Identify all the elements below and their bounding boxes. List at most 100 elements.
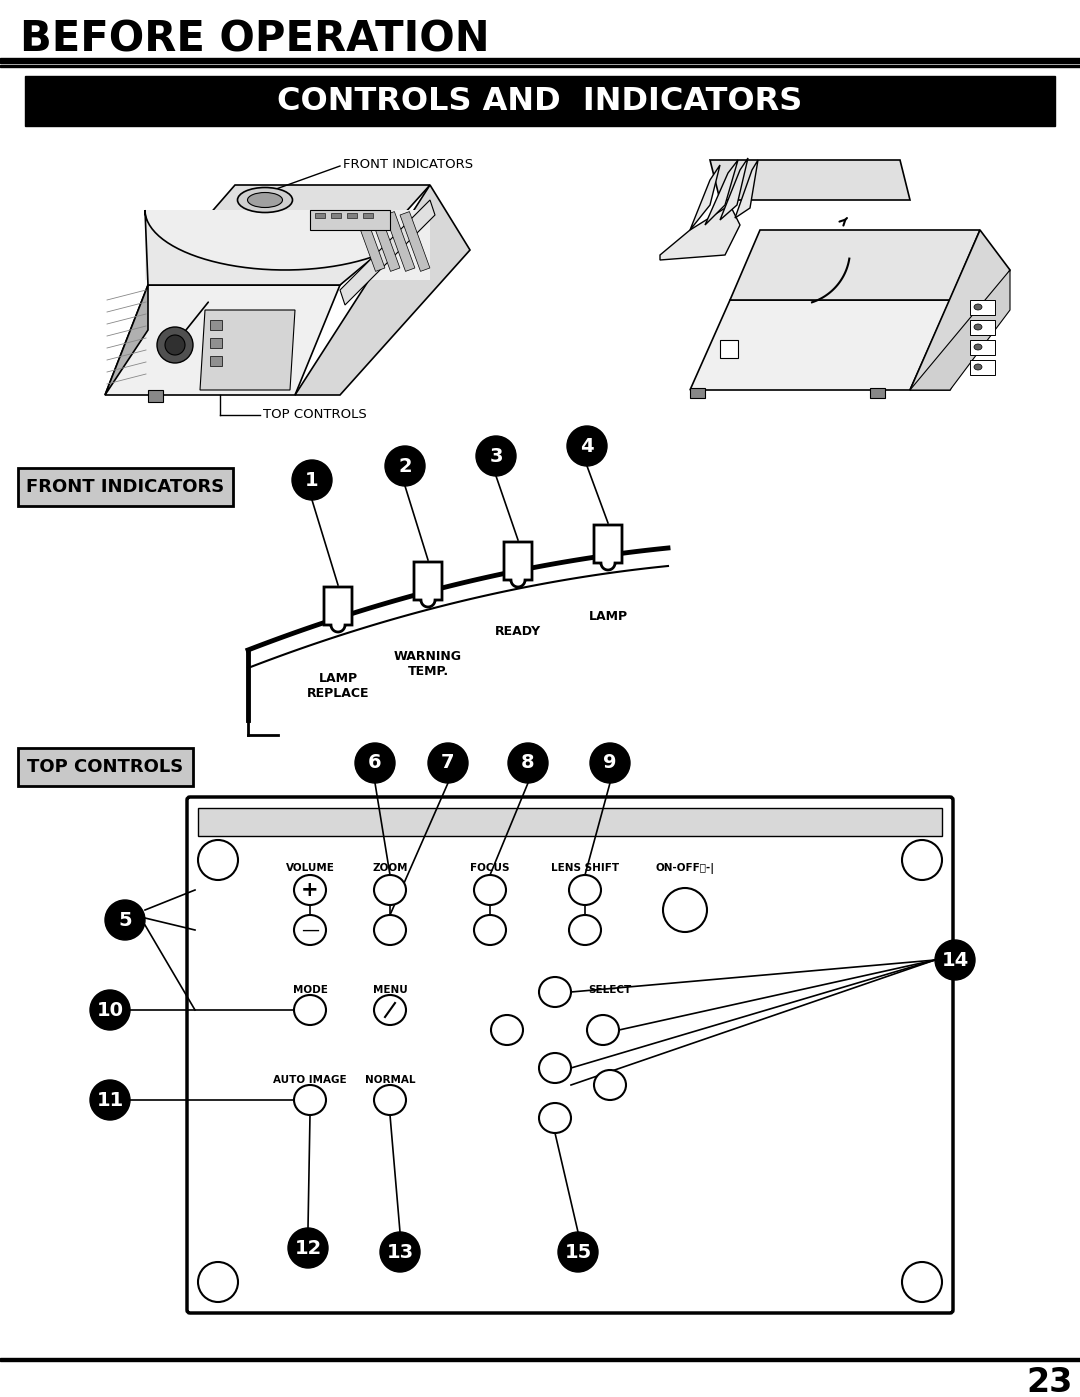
Ellipse shape	[294, 875, 326, 905]
Polygon shape	[414, 562, 442, 606]
Text: ZOOM: ZOOM	[373, 863, 408, 873]
Polygon shape	[910, 231, 1010, 390]
Bar	[210, 356, 222, 366]
Circle shape	[508, 743, 548, 782]
Bar	[347, 212, 357, 218]
Text: 9: 9	[604, 753, 617, 773]
Bar	[25, 75, 1055, 126]
Circle shape	[558, 1232, 598, 1273]
Circle shape	[105, 900, 145, 940]
Text: LAMP
REPLACE: LAMP REPLACE	[307, 672, 369, 700]
Bar	[18, 747, 193, 787]
Ellipse shape	[569, 915, 600, 944]
Bar	[355, 211, 384, 271]
Bar	[400, 211, 430, 271]
Text: 3: 3	[489, 447, 503, 465]
Polygon shape	[660, 205, 740, 260]
Polygon shape	[720, 158, 748, 219]
Ellipse shape	[539, 1053, 571, 1083]
Ellipse shape	[374, 1085, 406, 1115]
Text: AUTO IMAGE: AUTO IMAGE	[273, 1076, 347, 1085]
Ellipse shape	[294, 995, 326, 1025]
Circle shape	[935, 940, 975, 981]
Bar	[210, 338, 222, 348]
Polygon shape	[504, 542, 532, 587]
Polygon shape	[710, 161, 910, 200]
Bar	[148, 390, 163, 402]
Text: 13: 13	[387, 1242, 414, 1261]
Text: ON-OFFⓘ-|: ON-OFFⓘ-|	[656, 862, 715, 873]
Bar	[0, 59, 1080, 63]
Text: FRONT INDICATORS: FRONT INDICATORS	[343, 158, 473, 170]
Circle shape	[476, 436, 516, 476]
Text: VOLUME: VOLUME	[285, 863, 335, 873]
Ellipse shape	[588, 1016, 619, 1045]
Ellipse shape	[539, 1104, 571, 1133]
Circle shape	[663, 888, 707, 932]
Circle shape	[198, 1261, 238, 1302]
Text: TOP CONTROLS: TOP CONTROLS	[264, 408, 367, 422]
Polygon shape	[295, 184, 470, 395]
Text: 12: 12	[295, 1239, 322, 1257]
Polygon shape	[594, 525, 622, 570]
Ellipse shape	[974, 324, 982, 330]
Bar	[310, 210, 390, 231]
Polygon shape	[324, 587, 352, 631]
Circle shape	[292, 460, 332, 500]
Text: MODE: MODE	[293, 985, 327, 995]
Text: LAMP: LAMP	[589, 610, 627, 623]
Bar	[370, 211, 400, 271]
Ellipse shape	[974, 344, 982, 351]
Text: 23: 23	[1027, 1365, 1074, 1397]
Bar	[970, 360, 995, 374]
Text: 6: 6	[368, 753, 382, 773]
Ellipse shape	[294, 915, 326, 944]
Bar	[690, 388, 705, 398]
Text: 11: 11	[96, 1091, 123, 1109]
Polygon shape	[145, 210, 430, 279]
Polygon shape	[910, 270, 1010, 390]
Text: READY: READY	[495, 624, 541, 638]
Polygon shape	[690, 300, 950, 390]
Text: 1: 1	[306, 471, 319, 489]
Bar	[0, 1358, 1080, 1361]
Text: 7: 7	[442, 753, 455, 773]
Ellipse shape	[974, 305, 982, 310]
Circle shape	[902, 1261, 942, 1302]
Text: NORMAL: NORMAL	[365, 1076, 415, 1085]
Bar	[870, 388, 885, 398]
Circle shape	[355, 743, 395, 782]
Ellipse shape	[539, 977, 571, 1007]
Text: 8: 8	[522, 753, 535, 773]
Text: MENU: MENU	[373, 985, 407, 995]
Bar	[210, 320, 222, 330]
Polygon shape	[105, 285, 340, 395]
Circle shape	[567, 426, 607, 467]
Bar	[970, 320, 995, 335]
Bar	[315, 212, 325, 218]
Circle shape	[380, 1232, 420, 1273]
Bar	[330, 212, 341, 218]
Ellipse shape	[294, 1085, 326, 1115]
Text: 10: 10	[96, 1000, 123, 1020]
Text: +: +	[301, 880, 319, 900]
Polygon shape	[705, 161, 738, 225]
Circle shape	[198, 840, 238, 880]
Text: 14: 14	[942, 950, 969, 970]
Bar	[363, 212, 373, 218]
Text: TOP CONTROLS: TOP CONTROLS	[27, 759, 184, 775]
Circle shape	[90, 1080, 130, 1120]
Circle shape	[902, 840, 942, 880]
Ellipse shape	[374, 915, 406, 944]
Text: CONTROLS AND  INDICATORS: CONTROLS AND INDICATORS	[278, 85, 802, 116]
Text: WARNING
TEMP.: WARNING TEMP.	[394, 650, 462, 678]
Bar	[384, 211, 415, 271]
Circle shape	[157, 327, 193, 363]
Text: 15: 15	[565, 1242, 592, 1261]
Circle shape	[384, 446, 426, 486]
Ellipse shape	[247, 193, 283, 208]
Ellipse shape	[569, 875, 600, 905]
Text: 5: 5	[118, 911, 132, 929]
Ellipse shape	[374, 995, 406, 1025]
Bar	[0, 66, 1080, 67]
